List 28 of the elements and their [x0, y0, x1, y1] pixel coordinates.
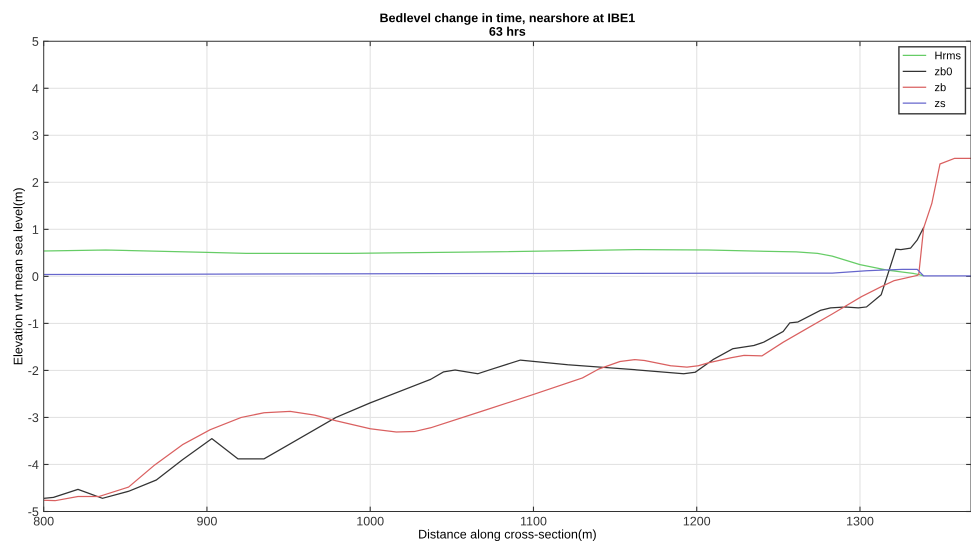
x-tick-label: 1300 — [847, 516, 874, 526]
x-tick-label: 1200 — [684, 516, 710, 526]
legend-label: zb0 — [934, 67, 952, 76]
line-series — [44, 158, 971, 502]
line-series — [44, 248, 924, 277]
y-tick-label: 3 — [32, 131, 38, 140]
chart-subtitle: 63 hrs — [489, 26, 526, 36]
x-tick-label: 800 — [34, 516, 54, 526]
y-tick-label: 4 — [32, 84, 38, 93]
y-tick-label: -5 — [28, 507, 38, 516]
x-axis-title: Distance along cross-section(m) — [419, 529, 596, 542]
y-tick-label: 1 — [32, 225, 38, 234]
y-tick-label: 2 — [32, 178, 38, 187]
chart-title: Bedlevel change in time, nearshore at IBE1 — [380, 13, 635, 25]
legend-label: zb — [934, 83, 946, 92]
y-tick-label: 0 — [32, 272, 38, 282]
legend-label: Hrms — [935, 52, 961, 60]
y-tick-label: 5 — [32, 37, 38, 46]
x-tick-label: 900 — [197, 516, 217, 526]
legend-label: zs — [934, 101, 946, 108]
x-tick-label: 1000 — [357, 516, 384, 526]
y-tick-label: -2 — [28, 366, 38, 375]
y-axis-title: Elevation wrt mean sea level(m) — [13, 188, 25, 364]
y-tick-label: -4 — [28, 460, 38, 470]
x-tick-label: 1100 — [520, 516, 546, 526]
y-tick-label: -3 — [28, 413, 38, 422]
y-tick-label: -1 — [28, 319, 38, 328]
line-series — [44, 268, 971, 277]
